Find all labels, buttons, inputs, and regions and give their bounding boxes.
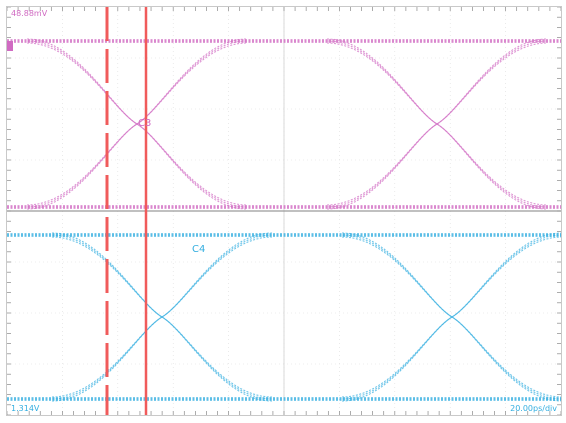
c4-rising-edge bbox=[341, 236, 561, 402]
c4-rising-edge bbox=[341, 232, 561, 398]
c3-falling-edge bbox=[326, 42, 548, 210]
c3-marker-icon bbox=[7, 41, 13, 51]
cursor-lines bbox=[105, 7, 148, 415]
c3-falling-edge bbox=[26, 38, 248, 206]
c4-rising-edge bbox=[51, 236, 273, 402]
c4-falling-edge bbox=[341, 236, 561, 402]
timebase-readout: 20.00ps/div bbox=[510, 404, 557, 413]
c4-falling-edge bbox=[341, 232, 561, 398]
voltage-readout: 48.88mV bbox=[11, 9, 48, 18]
c3-falling-edge bbox=[326, 38, 548, 206]
c4-falling-edge bbox=[51, 232, 273, 398]
c3-rising-edge bbox=[326, 42, 548, 210]
c4-rising-edge bbox=[51, 234, 273, 400]
waveform-screen[interactable]: 48.88mV C3 C4 1.314V 20.00ps/div bbox=[6, 6, 562, 416]
c4-rising-edge bbox=[51, 232, 273, 398]
graticule bbox=[7, 7, 561, 415]
c4-rising-edge bbox=[341, 234, 561, 400]
offset-readout: 1.314V bbox=[11, 404, 40, 413]
c3-falling-edge bbox=[26, 42, 248, 210]
channel-c3-label: C3 bbox=[138, 118, 152, 129]
c3-rising-edge bbox=[26, 42, 248, 210]
eye-diagram-traces bbox=[7, 38, 561, 402]
channel-c4-label: C4 bbox=[192, 244, 206, 255]
c4-falling-edge bbox=[51, 236, 273, 402]
